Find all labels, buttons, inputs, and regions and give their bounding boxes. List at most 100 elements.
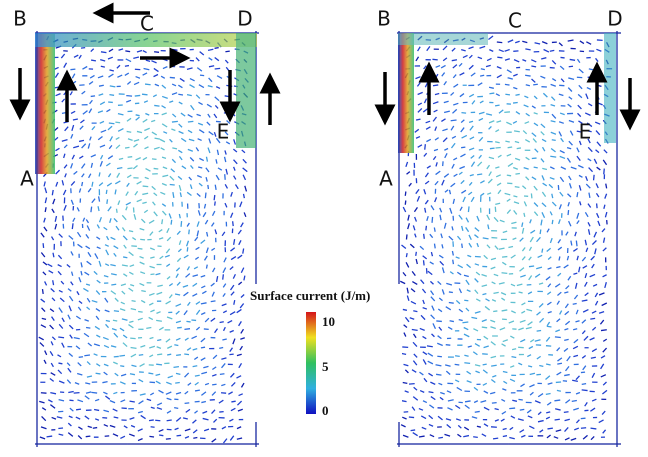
current-arrow (551, 113, 557, 119)
current-arrow (551, 193, 554, 199)
current-arrow (598, 310, 605, 314)
current-arrow (105, 323, 110, 329)
point-label: B (377, 7, 391, 31)
current-arrow (207, 147, 211, 154)
current-arrow (232, 148, 238, 153)
current-arrow (85, 245, 91, 250)
current-arrow (546, 301, 552, 306)
current-arrow (422, 351, 428, 356)
current-arrow (201, 371, 208, 375)
current-arrow (67, 367, 72, 373)
current-arrow (160, 147, 165, 151)
current-arrow (86, 260, 92, 266)
current-arrow (165, 338, 171, 343)
current-arrow (458, 62, 463, 67)
current-arrow (51, 336, 56, 341)
current-arrow (182, 284, 189, 288)
current-arrow (126, 130, 132, 133)
current-arrow (110, 236, 116, 241)
current-arrow (52, 280, 55, 286)
current-arrow (156, 406, 163, 410)
current-arrow (100, 154, 104, 160)
current-arrow (581, 354, 587, 359)
current-arrow (426, 138, 432, 143)
current-arrow (63, 144, 68, 149)
current-arrow (153, 73, 159, 78)
current-arrow (91, 181, 94, 187)
current-arrow (522, 130, 528, 135)
current-arrow (195, 246, 200, 251)
current-arrow (233, 139, 237, 145)
current-arrow (230, 291, 235, 296)
current-arrow (196, 174, 203, 179)
current-arrow (576, 220, 580, 225)
current-arrow (205, 264, 208, 269)
current-arrow (149, 231, 154, 236)
current-arrow (405, 253, 408, 258)
current-arrow (590, 436, 595, 441)
current-arrow (416, 195, 421, 202)
colorbar: Surface current (J/m) 10 5 0 (246, 284, 402, 422)
current-arrow (186, 191, 192, 197)
current-arrow (168, 282, 174, 287)
current-arrow (120, 283, 127, 287)
current-arrow (443, 110, 450, 114)
current-arrow (509, 378, 516, 383)
current-arrow (491, 364, 497, 367)
current-arrow (215, 275, 219, 282)
current-arrow (435, 170, 441, 176)
current-arrow (585, 93, 589, 100)
current-arrow (550, 96, 556, 101)
current-arrow (96, 236, 101, 240)
current-arrow (225, 168, 229, 175)
current-arrow (404, 200, 407, 205)
current-arrow (193, 266, 199, 270)
current-arrow (483, 423, 489, 427)
current-arrow (422, 299, 425, 305)
current-arrow (494, 245, 499, 250)
current-arrow (465, 217, 470, 223)
current-arrow (405, 234, 408, 240)
current-arrow (145, 59, 151, 62)
current-arrow (582, 308, 589, 313)
current-arrow (431, 216, 434, 223)
current-arrow (531, 105, 536, 109)
current-arrow (240, 222, 244, 228)
current-arrow (545, 375, 551, 380)
current-arrow (492, 374, 497, 378)
current-arrow (459, 165, 466, 170)
current-arrow (494, 104, 500, 107)
current-arrow (466, 289, 471, 293)
current-arrow (159, 434, 164, 437)
current-arrow (529, 236, 534, 243)
current-arrow (405, 161, 409, 167)
current-arrow (567, 103, 572, 108)
current-arrow (488, 171, 492, 177)
current-arrow (415, 56, 420, 62)
current-arrow (473, 386, 479, 391)
current-arrow (182, 417, 188, 420)
current-arrow (117, 74, 123, 78)
current-arrow (587, 229, 591, 235)
current-arrow (474, 278, 479, 283)
current-arrow (149, 345, 156, 349)
current-arrow (210, 300, 216, 303)
current-arrow (140, 414, 146, 420)
current-arrow (142, 118, 148, 123)
current-arrow (513, 73, 518, 77)
current-arrow (455, 418, 461, 422)
current-arrow (188, 176, 193, 181)
current-arrow (138, 353, 144, 356)
current-arrow (495, 202, 501, 206)
current-arrow (466, 380, 472, 384)
current-arrow (205, 167, 210, 173)
current-arrow (486, 244, 491, 249)
current-arrow (165, 300, 171, 305)
current-arrow (86, 306, 91, 311)
current-arrow (402, 416, 407, 420)
current-arrow (564, 338, 569, 342)
current-arrow (490, 355, 497, 359)
current-arrow (186, 247, 189, 252)
current-arrow (441, 244, 444, 249)
current-arrow (450, 125, 455, 131)
